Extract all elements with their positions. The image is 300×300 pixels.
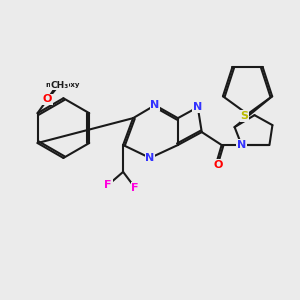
Text: N: N — [150, 100, 160, 110]
Text: methoxy: methoxy — [57, 82, 64, 83]
Text: O: O — [43, 94, 52, 104]
Text: F: F — [104, 180, 112, 190]
Text: N: N — [193, 102, 203, 112]
Text: N: N — [237, 140, 246, 150]
Text: S: S — [241, 111, 249, 121]
Text: N: N — [146, 153, 154, 163]
Text: F: F — [131, 183, 139, 193]
Text: O: O — [214, 160, 224, 170]
Text: CH₃: CH₃ — [50, 81, 69, 90]
Text: methoxy: methoxy — [45, 82, 80, 88]
